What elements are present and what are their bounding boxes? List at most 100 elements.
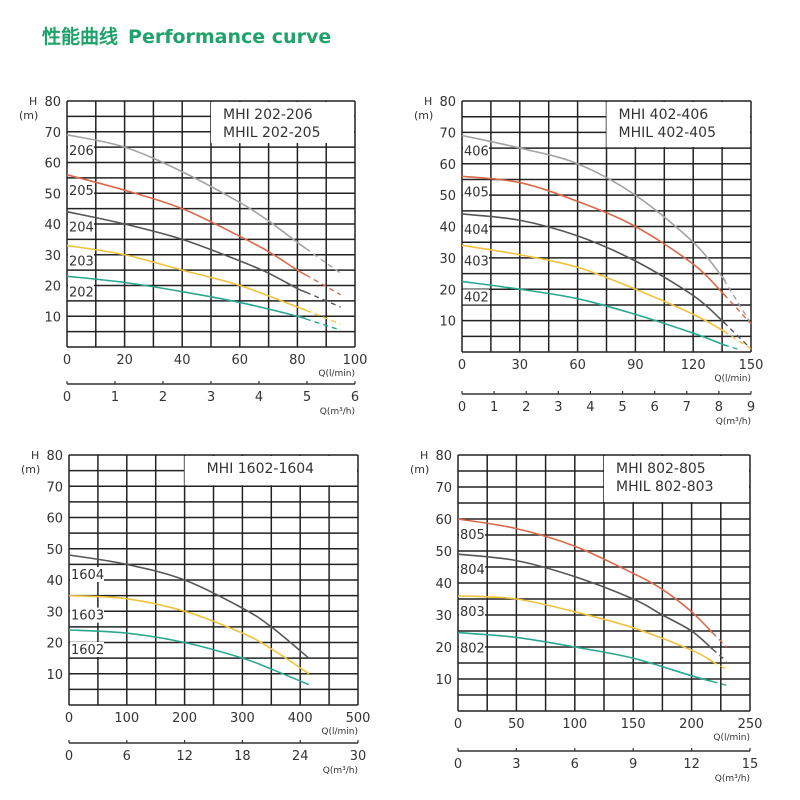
x-tick-label: 60 [569, 358, 586, 373]
curve-label-bg [68, 182, 94, 198]
x2-tick-label: 30 [350, 749, 367, 764]
x2-tick-label: 9 [629, 757, 637, 772]
y-tick-label: 20 [46, 637, 63, 652]
x2-axis-label: Q(m³/h) [715, 774, 750, 784]
curve-label: 803 [460, 605, 485, 620]
x-tick-label: 300 [230, 711, 255, 726]
x2-tick-label: 9 [747, 400, 755, 415]
y-tick-label: 70 [44, 126, 61, 141]
curve-label-bg [70, 567, 104, 582]
curve-label: 804 [460, 563, 485, 578]
curve-402 [461, 280, 726, 346]
legend-text: MHI 402-406 [619, 107, 709, 123]
x-axis-label: Q(l/min) [713, 733, 750, 743]
curve-label-bg [68, 284, 94, 300]
x2-tick-label: 3 [512, 757, 520, 772]
y-tick-label: 30 [435, 609, 452, 624]
y-tick-label: 70 [46, 480, 63, 495]
x-tick-label: 100 [343, 353, 368, 368]
y-axis-label: H [29, 95, 37, 108]
curve-label-bg [459, 527, 485, 542]
x2-tick-label: 12 [683, 757, 700, 772]
x-tick-label: 0 [63, 353, 71, 368]
y-tick-label: 50 [439, 189, 456, 204]
x-tick-label: 80 [289, 353, 306, 368]
curve-802 [457, 631, 713, 683]
curve-label-bg [70, 607, 104, 623]
curve-label: 802 [460, 642, 485, 657]
x-tick-label: 50 [508, 717, 525, 732]
x-axis-label: Q(l/min) [318, 369, 355, 379]
x2-tick-label: 2 [159, 390, 167, 405]
y-tick-label: 80 [44, 95, 61, 110]
curve-label: 404 [464, 223, 489, 238]
y-tick-label: 40 [435, 577, 452, 592]
x2-tick-label: 0 [458, 400, 466, 415]
y-tick-label: 80 [46, 449, 63, 464]
curve-label: 1603 [71, 609, 104, 624]
y-tick-label: 60 [44, 157, 61, 172]
x2-tick-label: 0 [454, 757, 462, 772]
curve-label: 205 [69, 184, 94, 199]
curve-802-extension [712, 680, 727, 687]
y-tick-label: 50 [46, 543, 63, 558]
curve-1604 [68, 554, 310, 659]
y-tick-label: 10 [46, 668, 63, 683]
legend-text: MHIL 402-405 [619, 125, 716, 141]
legend-box [184, 456, 357, 486]
curve-label: 206 [69, 144, 94, 159]
x2-axis-label: Q(m³/h) [716, 417, 751, 427]
y-tick-label: 60 [439, 158, 456, 173]
curve-402-extension [723, 344, 742, 352]
x2-tick-label: 0 [65, 749, 73, 764]
curve-1602 [68, 629, 310, 686]
x2-tick-label: 7 [683, 400, 691, 415]
y-axis-unit: (m) [410, 463, 429, 476]
x2-tick-label: 5 [618, 400, 626, 415]
curve-label: 805 [460, 528, 485, 543]
curve-label: 402 [464, 290, 489, 305]
curve-label-bg [463, 184, 489, 200]
y-axis-label: H [420, 449, 428, 462]
curve-label-bg [68, 219, 94, 235]
curve-804 [457, 553, 714, 650]
x-tick-label: 200 [679, 717, 704, 732]
curve-label-bg [459, 640, 485, 656]
y-tick-label: 10 [439, 315, 456, 330]
x2-tick-label: 18 [234, 749, 251, 764]
y-tick-label: 20 [435, 641, 452, 656]
curve-label-bg [463, 221, 489, 237]
x2-tick-label: 2 [522, 400, 530, 415]
x2-tick-label: 1 [490, 400, 498, 415]
x2-tick-label: 3 [554, 400, 562, 415]
curve-403 [461, 244, 726, 333]
curve-label-bg [68, 253, 94, 269]
y-axis-label: H [424, 95, 432, 108]
curve-label: 204 [69, 221, 94, 236]
curve-405 [461, 175, 726, 296]
curve-label-bg [70, 642, 104, 657]
curve-label-bg [68, 142, 94, 158]
x2-tick-label: 1 [111, 390, 119, 405]
curve-label: 202 [69, 285, 94, 300]
legend-text: MHI 1602-1604 [207, 461, 315, 477]
y-axis-unit: (m) [21, 463, 40, 476]
curve-label: 403 [464, 254, 489, 269]
curve-406-extension [723, 279, 752, 325]
y-tick-label: 30 [439, 252, 456, 267]
x-tick-label: 60 [232, 353, 249, 368]
curve-label: 405 [464, 185, 489, 200]
x2-tick-label: 6 [123, 749, 131, 764]
y-tick-label: 10 [44, 310, 61, 325]
title-chinese: 性能曲线 [42, 26, 119, 48]
y-tick-label: 20 [439, 283, 456, 298]
x-tick-label: 20 [116, 353, 133, 368]
y-axis-label: H [31, 449, 39, 462]
x-tick-label: 90 [627, 358, 644, 373]
x2-tick-label: 8 [715, 400, 723, 415]
curve-804-extension [712, 648, 728, 662]
